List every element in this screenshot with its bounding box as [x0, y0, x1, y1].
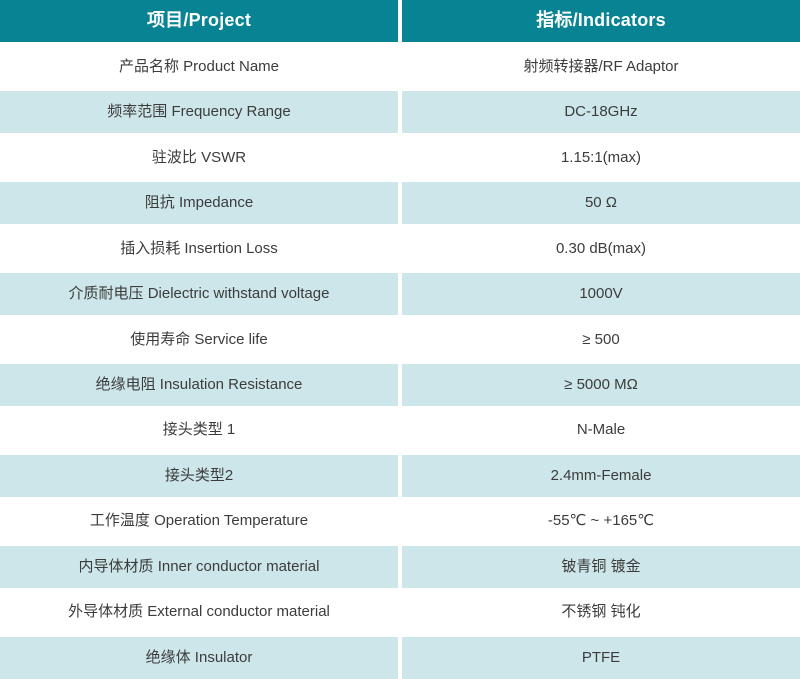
table-row-impedance: 阻抗 Impedance 50 Ω	[0, 181, 800, 225]
table-row-insulation-resistance: 绝缘电阻 Insulation Resistance ≥ 5000 MΩ	[0, 363, 800, 407]
table-row-connector-type-1: 接头类型 1 N-Male	[0, 409, 800, 452]
project-cell: 频率范围 Frequency Range	[0, 90, 398, 134]
project-cell: 插入损耗 Insertion Loss	[0, 227, 398, 270]
project-cell: 绝缘电阻 Insulation Resistance	[0, 363, 398, 407]
project-cell: 产品名称 Product Name	[0, 45, 398, 88]
project-cell: 接头类型2	[0, 454, 398, 498]
table-row-inner-conductor-material: 内导体材质 Inner conductor material 铍青铜 镀金	[0, 545, 800, 589]
header-cell-project: 项目/Project	[0, 0, 398, 43]
project-cell: 介质耐电压 Dielectric withstand voltage	[0, 272, 398, 316]
table-row-service-life: 使用寿命 Service life ≥ 500	[0, 318, 800, 361]
project-cell: 绝缘体 Insulator	[0, 636, 398, 679]
header-cell-indicator: 指标/Indicators	[402, 0, 800, 43]
indicator-cell: 不锈钢 钝化	[402, 591, 800, 634]
table-row-dielectric-withstand-voltage: 介质耐电压 Dielectric withstand voltage 1000V	[0, 272, 800, 316]
indicator-cell: ≥ 500	[402, 318, 800, 361]
table-row-external-conductor-material: 外导体材质 External conductor material 不锈钢 钝化	[0, 591, 800, 634]
table-row-insulator: 绝缘体 Insulator PTFE	[0, 636, 800, 679]
project-cell: 接头类型 1	[0, 409, 398, 452]
table-row-vswr: 驻波比 VSWR 1.15:1(max)	[0, 136, 800, 179]
indicator-cell: DC-18GHz	[402, 90, 800, 134]
table-header-row: 项目/Project 指标/Indicators	[0, 0, 800, 43]
indicator-cell: 铍青铜 镀金	[402, 545, 800, 589]
project-cell: 内导体材质 Inner conductor material	[0, 545, 398, 589]
project-cell: 使用寿命 Service life	[0, 318, 398, 361]
project-cell: 外导体材质 External conductor material	[0, 591, 398, 634]
table-row-operation-temperature: 工作温度 Operation Temperature -55℃ ~ +165℃	[0, 500, 800, 543]
table-row-insertion-loss: 插入损耗 Insertion Loss 0.30 dB(max)	[0, 227, 800, 270]
indicator-cell: 1.15:1(max)	[402, 136, 800, 179]
indicator-cell: PTFE	[402, 636, 800, 679]
project-cell: 工作温度 Operation Temperature	[0, 500, 398, 543]
indicator-cell: 0.30 dB(max)	[402, 227, 800, 270]
indicator-cell: 1000V	[402, 272, 800, 316]
indicator-cell: ≥ 5000 MΩ	[402, 363, 800, 407]
table-row-connector-type-2: 接头类型2 2.4mm-Female	[0, 454, 800, 498]
indicator-cell: 50 Ω	[402, 181, 800, 225]
indicator-cell: N-Male	[402, 409, 800, 452]
indicator-cell: 射频转接器/RF Adaptor	[402, 45, 800, 88]
project-cell: 驻波比 VSWR	[0, 136, 398, 179]
indicator-cell: 2.4mm-Female	[402, 454, 800, 498]
indicator-cell: -55℃ ~ +165℃	[402, 500, 800, 543]
project-cell: 阻抗 Impedance	[0, 181, 398, 225]
table-row-frequency-range: 频率范围 Frequency Range DC-18GHz	[0, 90, 800, 134]
table-row-product-name: 产品名称 Product Name 射频转接器/RF Adaptor	[0, 45, 800, 88]
